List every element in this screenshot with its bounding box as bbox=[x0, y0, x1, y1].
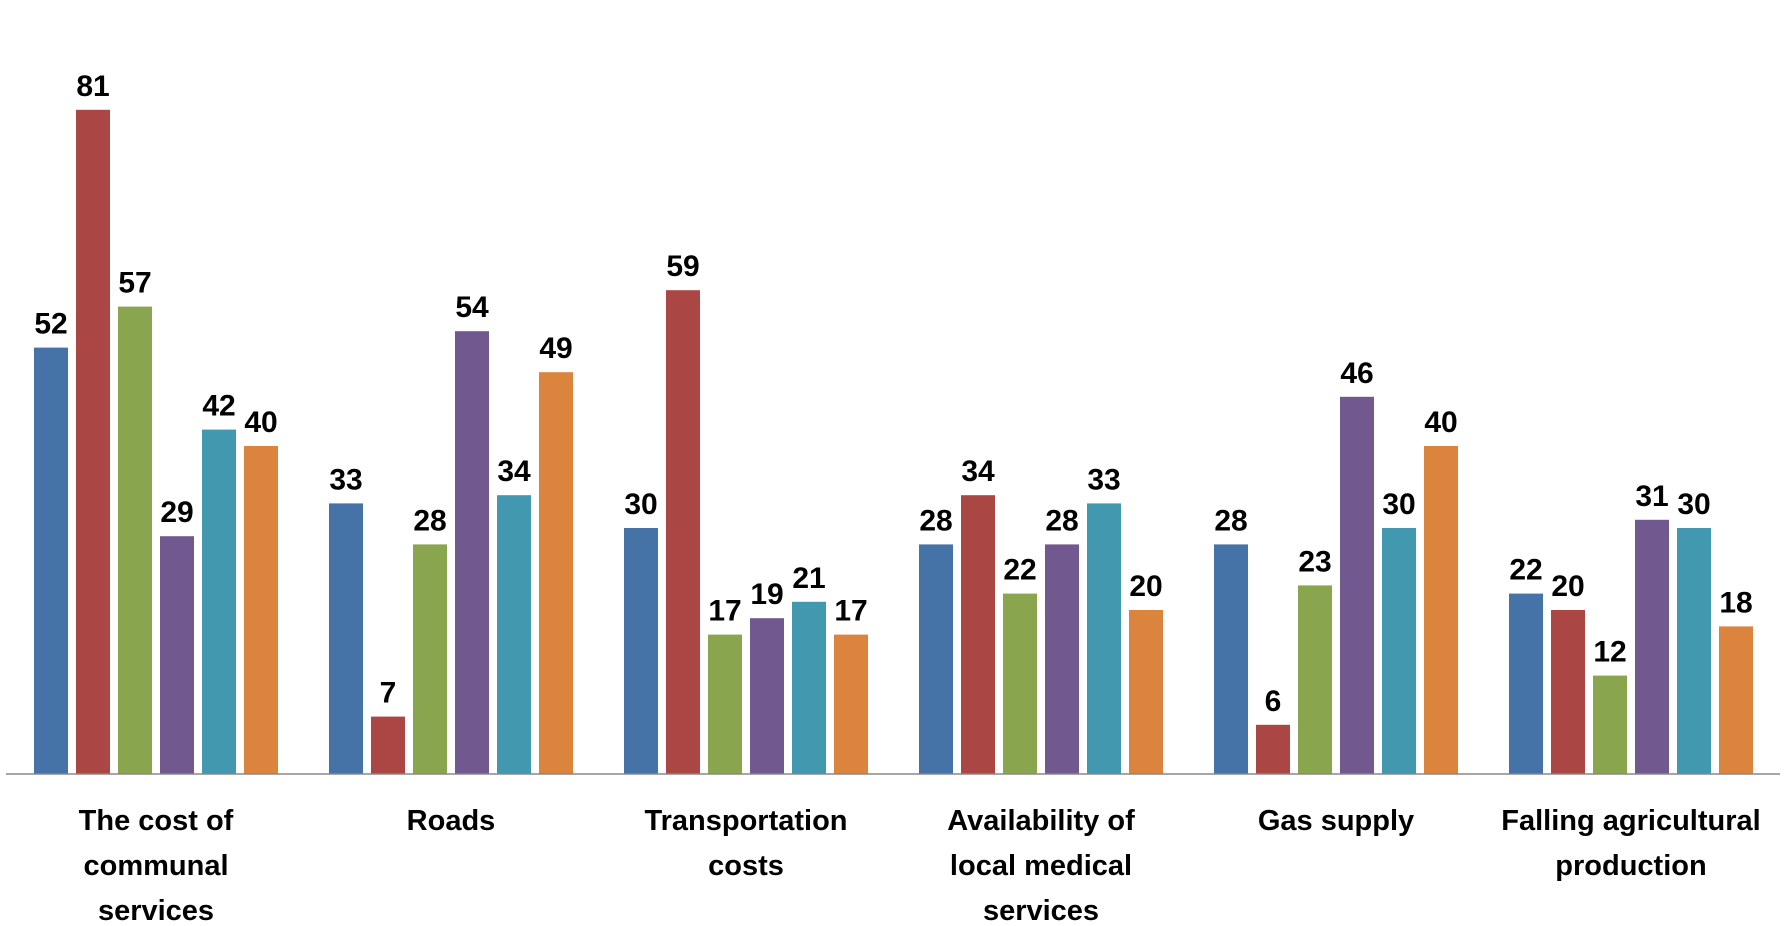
value-label-c4-s4: 30 bbox=[1382, 488, 1415, 521]
value-label-c3-s5: 20 bbox=[1129, 570, 1162, 603]
value-label-c5-s5: 18 bbox=[1719, 586, 1752, 619]
bar-c3-s3 bbox=[1045, 544, 1079, 774]
bar-c0-s4 bbox=[202, 429, 236, 774]
bar-c2-s3 bbox=[750, 618, 784, 774]
value-label-c2-s1: 59 bbox=[666, 250, 699, 283]
value-label-c0-s0: 52 bbox=[34, 308, 67, 341]
bar-c2-s2 bbox=[708, 634, 742, 774]
value-label-c1-s4: 34 bbox=[497, 455, 531, 488]
value-label-c5-s3: 31 bbox=[1635, 480, 1668, 513]
bar-c0-s3 bbox=[160, 536, 194, 774]
value-label-c3-s0: 28 bbox=[919, 504, 952, 537]
value-label-c1-s3: 54 bbox=[455, 291, 489, 324]
bar-c5-s3 bbox=[1635, 519, 1669, 774]
bar-c3-s2 bbox=[1003, 593, 1037, 774]
bar-c1-s3 bbox=[455, 331, 489, 774]
value-label-c5-s4: 30 bbox=[1677, 488, 1710, 521]
bar-c5-s2 bbox=[1593, 675, 1627, 774]
bar-c0-s5 bbox=[244, 446, 278, 774]
value-label-c2-s2: 17 bbox=[708, 595, 741, 628]
value-label-c3-s2: 22 bbox=[1003, 554, 1036, 587]
value-label-c0-s3: 29 bbox=[160, 496, 193, 529]
bar-c4-s4 bbox=[1382, 528, 1416, 774]
value-label-c2-s0: 30 bbox=[624, 488, 657, 521]
category-label-5: Falling agricultural production bbox=[1501, 805, 1760, 882]
value-label-c4-s2: 23 bbox=[1298, 545, 1331, 578]
category-label-4: Gas supply bbox=[1258, 805, 1414, 837]
value-label-c1-s0: 33 bbox=[329, 463, 362, 496]
bar-c2-s0 bbox=[624, 528, 658, 774]
bar-c5-s4 bbox=[1677, 528, 1711, 774]
category-label-1: Roads bbox=[407, 805, 496, 837]
bar-c1-s4 bbox=[497, 495, 531, 774]
bar-c3-s1 bbox=[961, 495, 995, 774]
bar-c2-s4 bbox=[792, 601, 826, 774]
value-label-c0-s1: 81 bbox=[76, 70, 109, 103]
value-label-c0-s2: 57 bbox=[118, 267, 151, 300]
value-label-c0-s4: 42 bbox=[202, 390, 235, 423]
category-labels-group: The cost of communal services Roads Transpor… bbox=[79, 805, 1761, 926]
bar-c4-s3 bbox=[1340, 396, 1374, 774]
category-label-0: The cost of communal services bbox=[79, 805, 234, 926]
category-label-3: Availability of local medical services bbox=[947, 805, 1135, 926]
bar-c0-s2 bbox=[118, 306, 152, 774]
bar-c4-s5 bbox=[1424, 446, 1458, 774]
bar-c4-s2 bbox=[1298, 585, 1332, 774]
bar-c2-s5 bbox=[834, 634, 868, 774]
value-label-c3-s1: 34 bbox=[961, 455, 995, 488]
bar-c1-s5 bbox=[539, 372, 573, 774]
value-label-c3-s3: 28 bbox=[1045, 504, 1078, 537]
value-label-c4-s0: 28 bbox=[1214, 504, 1247, 537]
value-labels-group: 52 81 57 29 42 40 33 7 28 54 34 49 30 59 17 19 21 17 28 34 2… bbox=[34, 70, 1752, 718]
category-label-2: Transportation costs bbox=[644, 805, 847, 882]
value-label-c2-s3: 19 bbox=[750, 578, 783, 611]
bar-c1-s0 bbox=[329, 503, 363, 774]
bar-c0-s1 bbox=[76, 109, 110, 775]
value-label-c3-s4: 33 bbox=[1087, 463, 1120, 496]
value-label-c5-s1: 20 bbox=[1551, 570, 1584, 603]
value-label-c5-s0: 22 bbox=[1509, 554, 1542, 587]
value-label-c4-s3: 46 bbox=[1340, 357, 1373, 390]
value-label-c4-s5: 40 bbox=[1424, 406, 1457, 439]
bar-c2-s1 bbox=[666, 290, 700, 774]
value-label-c1-s1: 7 bbox=[380, 677, 397, 710]
bar-c3-s0 bbox=[919, 544, 953, 774]
bars-group bbox=[34, 109, 1753, 775]
value-label-c2-s5: 17 bbox=[834, 595, 867, 628]
bar-c4-s0 bbox=[1214, 544, 1248, 774]
bar-c3-s4 bbox=[1087, 503, 1121, 774]
bar-c5-s0 bbox=[1509, 593, 1543, 774]
value-label-c1-s5: 49 bbox=[539, 332, 572, 365]
value-label-c5-s2: 12 bbox=[1593, 636, 1626, 669]
bar-c3-s5 bbox=[1129, 610, 1163, 774]
bar-c5-s1 bbox=[1551, 610, 1585, 774]
bar-c0-s0 bbox=[34, 347, 68, 774]
bar-c1-s2 bbox=[413, 544, 447, 774]
value-label-c4-s1: 6 bbox=[1265, 685, 1282, 718]
bar-c4-s1 bbox=[1256, 724, 1290, 774]
value-label-c0-s5: 40 bbox=[244, 406, 277, 439]
bar-c1-s1 bbox=[371, 716, 405, 774]
value-label-c2-s4: 21 bbox=[792, 562, 825, 595]
value-label-c1-s2: 28 bbox=[413, 504, 446, 537]
bar-c5-s5 bbox=[1719, 626, 1753, 774]
